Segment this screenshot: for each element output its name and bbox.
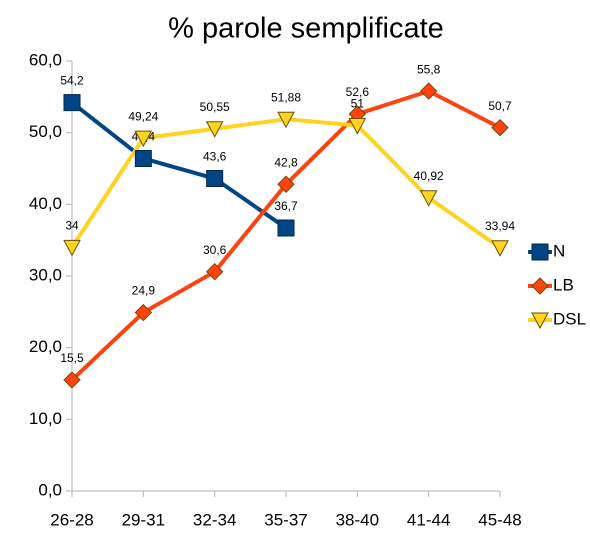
series-line — [70, 100, 288, 230]
value-label: 42,8 — [274, 155, 298, 169]
value-label: 49,24 — [128, 109, 158, 123]
y-tick-label: 40,0 — [29, 194, 62, 213]
marker — [205, 262, 224, 281]
value-label: 36,7 — [274, 199, 298, 213]
marker — [277, 111, 295, 129]
value-label: 40,92 — [414, 169, 444, 183]
value-label: 54,2 — [60, 74, 84, 88]
value-label: 52,6 — [346, 85, 370, 99]
value-label: 55,8 — [417, 62, 441, 76]
legend-label: LB — [553, 275, 574, 294]
value-label: 24,9 — [132, 284, 156, 298]
marker — [419, 190, 438, 207]
marker — [348, 118, 367, 135]
legend-label: N — [553, 241, 565, 260]
chart-title: % parole semplificate — [168, 13, 444, 45]
value-label: 51 — [351, 97, 365, 111]
value-label: 33,94 — [485, 219, 515, 233]
value-label: 30,6 — [203, 243, 227, 257]
x-tick-label: 45-48 — [478, 510, 521, 529]
marker — [63, 371, 81, 389]
marker — [277, 175, 295, 193]
marker — [134, 303, 153, 322]
marker — [491, 118, 509, 137]
value-label: 51,88 — [271, 90, 301, 104]
x-tick-label: 26-28 — [50, 510, 93, 529]
marker — [531, 277, 549, 295]
y-tick-label: 50,0 — [29, 122, 62, 141]
y-tick-label: 30,0 — [29, 265, 62, 284]
marker — [277, 219, 295, 237]
x-tick-label: 41-44 — [407, 510, 450, 529]
marker — [419, 82, 438, 100]
legend-label: DSL — [553, 309, 586, 328]
marker — [531, 312, 549, 330]
y-tick-label: 20,0 — [29, 337, 62, 356]
x-tick-label: 32-34 — [193, 510, 236, 529]
y-tick-label: 0,0 — [38, 480, 62, 499]
marker — [134, 130, 153, 148]
value-label: 43,6 — [203, 150, 227, 164]
marker — [134, 149, 152, 167]
x-tick-label: 35-37 — [264, 510, 307, 529]
marker — [491, 240, 509, 257]
marker — [531, 243, 549, 261]
y-tick-label: 10,0 — [29, 409, 62, 428]
value-label: 34 — [65, 219, 79, 233]
marker — [205, 121, 224, 138]
value-label: 50,7 — [488, 99, 512, 113]
y-tick-label: 60,0 — [29, 50, 62, 69]
value-label: 15,5 — [60, 351, 84, 365]
x-tick-label: 29-31 — [122, 510, 165, 529]
marker — [63, 94, 81, 112]
marker — [206, 170, 224, 188]
marker — [63, 239, 81, 257]
value-label: 50,55 — [200, 100, 230, 114]
x-tick-label: 38-40 — [336, 510, 379, 529]
